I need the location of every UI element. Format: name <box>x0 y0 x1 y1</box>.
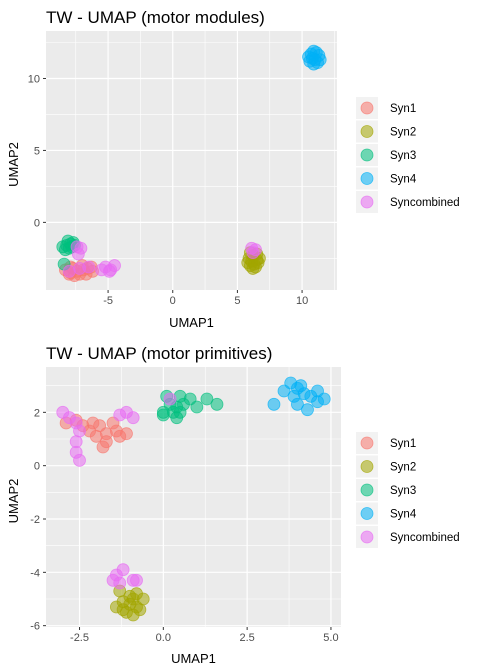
series-syncombined <box>56 392 177 590</box>
x-axis-title: UMAP1 <box>171 651 216 666</box>
data-point <box>96 440 110 454</box>
y-tick-label: 2 <box>34 407 40 419</box>
data-point <box>170 411 184 425</box>
x-tick-label: 10 <box>296 295 308 307</box>
data-point <box>246 246 260 259</box>
legend-label-syn2: Syn2 <box>390 462 416 474</box>
series-syn4 <box>302 44 327 71</box>
x-tick-label: 0 <box>170 295 176 307</box>
legend-label-syn4: Syn4 <box>390 174 417 186</box>
data-point <box>301 403 314 417</box>
y-axis-title: UMAP2 <box>6 479 21 524</box>
legend-label-syn2: Syn2 <box>390 127 416 139</box>
y-tick-label: -2 <box>30 514 40 526</box>
x-tick-label: 2.5 <box>239 632 254 644</box>
y-tick-label: -6 <box>30 621 40 633</box>
series-syncombined <box>62 240 262 278</box>
data-point <box>287 389 301 403</box>
legend-key-syncombined <box>360 195 374 209</box>
legend-key-syncombined <box>360 530 374 544</box>
legend-label-syn1: Syn1 <box>390 438 416 450</box>
data-point <box>113 576 127 590</box>
data-point <box>71 247 85 261</box>
legend-label-syncombined: Syncombined <box>390 197 460 209</box>
series-syn2 <box>109 584 150 622</box>
legend-key-syn3 <box>360 483 374 497</box>
legend: Syn1 Syn2 Syn3 Syn4 Syncombined <box>356 97 460 213</box>
data-point <box>163 392 177 406</box>
chart-title: TW - UMAP (motor primitives) <box>46 344 272 363</box>
y-tick-label: 10 <box>28 73 40 85</box>
data-point <box>190 400 204 414</box>
legend-label-syn3: Syn3 <box>390 485 416 497</box>
data-point <box>116 603 130 617</box>
data-point <box>311 384 324 398</box>
y-tick-label: 0 <box>34 461 40 473</box>
x-tick-label: 5 <box>234 295 240 307</box>
legend-label-syn3: Syn3 <box>390 150 416 162</box>
data-point <box>126 411 140 425</box>
legend-label-syn1: Syn1 <box>390 103 416 115</box>
data-point <box>102 264 116 278</box>
data-point <box>61 234 75 248</box>
chart-title: TW - UMAP (motor modules) <box>46 8 265 27</box>
data-point <box>73 424 86 438</box>
y-tick-label: 0 <box>34 217 40 229</box>
x-tick-label: -2.5 <box>70 632 89 644</box>
chart-1: -5 0 5 10 0 5 10 TW - UMAP (motor modules) UMAP1… <box>6 8 460 330</box>
x-tick-label: -5 <box>103 295 113 307</box>
legend-key-syn3 <box>360 148 374 162</box>
y-tick-label: -4 <box>30 567 40 579</box>
y-axis-title: UMAP2 <box>6 142 21 187</box>
data-point <box>120 427 133 441</box>
x-tick-label: 0.0 <box>156 632 171 644</box>
legend-key-syn1 <box>360 101 374 115</box>
data-point <box>116 563 130 577</box>
x-axis-title: UMAP1 <box>169 315 214 330</box>
legend-key-syn2 <box>360 125 374 138</box>
legend: Syn1 Syn2 Syn3 Syn4 Syncombined <box>356 432 460 548</box>
data-point <box>267 397 281 411</box>
data-point <box>200 392 214 406</box>
series-syn4 <box>267 376 331 417</box>
data-point <box>82 260 96 274</box>
data-point <box>294 379 308 393</box>
legend-label-syn4: Syn4 <box>390 509 417 521</box>
data-point <box>308 53 322 67</box>
legend-key-syn1 <box>360 436 374 450</box>
data-point <box>130 587 143 601</box>
data-point <box>89 429 103 443</box>
data-point <box>73 453 86 467</box>
data-point <box>246 262 260 275</box>
data-point <box>69 435 83 449</box>
chart-2: -2.5 0.0 2.5 5.0 -6 -4 -2 0 2 TW - UMAP (motor pr… <box>6 344 460 666</box>
plot-panel <box>46 31 337 290</box>
data-point <box>130 573 143 587</box>
legend-key-syn4 <box>360 507 374 520</box>
data-point <box>126 608 140 622</box>
data-point <box>210 397 224 411</box>
y-tick-label: 5 <box>34 145 40 157</box>
legend-key-syn2 <box>360 460 374 473</box>
legend-key-syn4 <box>360 172 374 185</box>
x-tick-label: 5.0 <box>323 632 338 644</box>
data-point <box>156 408 170 422</box>
legend-label-syncombined: Syncombined <box>390 532 460 544</box>
